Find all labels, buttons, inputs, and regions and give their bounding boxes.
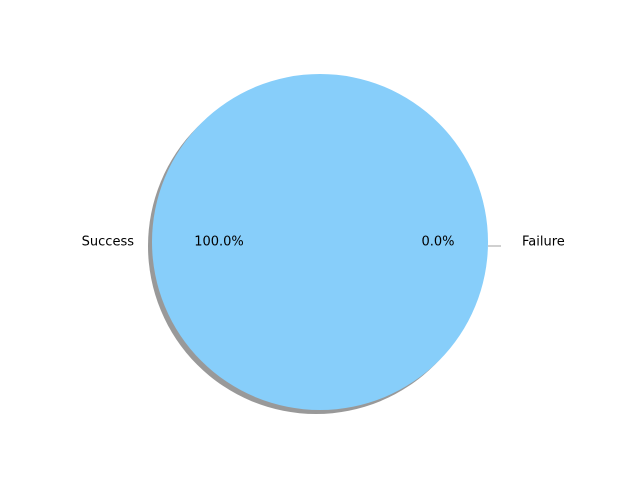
slice-label-failure: Failure [522, 235, 565, 250]
slice-label-success: Success [82, 235, 135, 250]
pie-slice-success [152, 74, 488, 410]
pie-slices [152, 74, 488, 410]
slice-percent-failure: 0.0% [421, 235, 454, 250]
slice-percent-success: 100.0% [194, 235, 244, 250]
